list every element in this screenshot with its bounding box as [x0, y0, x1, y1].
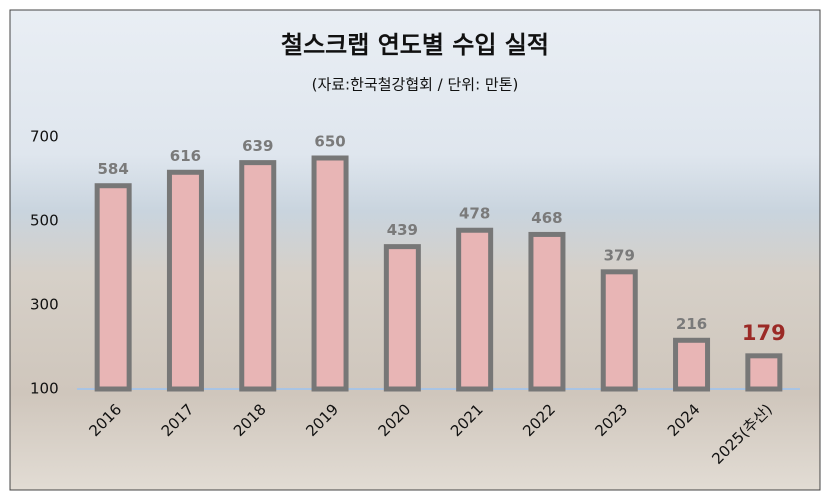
- bar: [600, 269, 638, 392]
- bar: [94, 183, 132, 392]
- bar: [745, 353, 783, 392]
- bar: [528, 231, 566, 392]
- bar: [383, 244, 421, 392]
- value-label: 468: [531, 209, 562, 227]
- bar: [456, 227, 494, 392]
- bar: [311, 155, 349, 392]
- value-label: 379: [604, 246, 635, 264]
- y-tick-label: 100: [30, 380, 59, 398]
- chart-subtitle: (자료:한국철강협회 / 단위: 만톤): [312, 76, 519, 94]
- value-label: 616: [170, 147, 201, 165]
- bar: [673, 337, 711, 392]
- y-tick-label: 300: [30, 296, 59, 314]
- value-label: 478: [459, 205, 490, 223]
- bar: [239, 160, 277, 392]
- value-label: 584: [97, 160, 128, 178]
- value-label: 639: [242, 137, 273, 155]
- chart-title: 철스크랩 연도별 수입 실적: [281, 31, 549, 59]
- bar: [166, 169, 204, 392]
- y-tick-label: 700: [30, 128, 59, 146]
- value-label: 179: [742, 321, 786, 345]
- value-label: 216: [676, 315, 707, 333]
- value-label: 650: [314, 133, 345, 151]
- y-tick-label: 500: [30, 212, 59, 230]
- value-label: 439: [387, 221, 418, 239]
